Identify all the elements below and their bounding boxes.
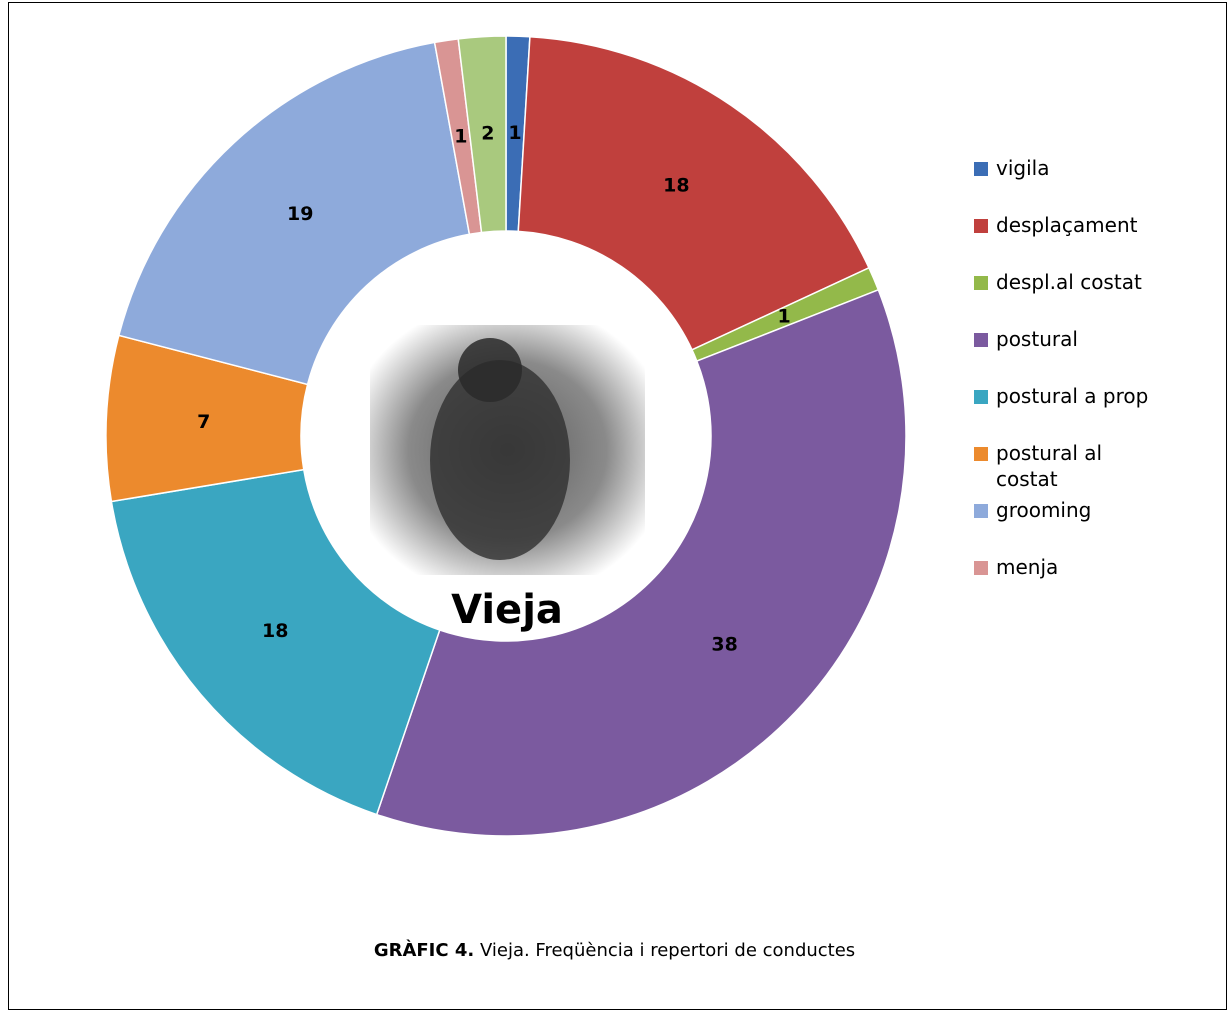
legend-swatch xyxy=(974,333,988,347)
legend-label: postural xyxy=(996,327,1078,351)
page: Vieja 1181381871912 vigiladesplaçamentde… xyxy=(0,0,1229,1012)
legend-entry: grooming xyxy=(972,497,1162,554)
legend-swatch xyxy=(974,162,988,176)
data-label: 7 xyxy=(197,411,210,433)
legend-entry: vigila xyxy=(972,155,1162,212)
data-label: 1 xyxy=(508,122,521,144)
legend-swatch xyxy=(974,219,988,233)
caption: GRÀFIC 4. Vieja. Freqüència i repertori … xyxy=(0,940,1229,961)
legend-swatch xyxy=(974,276,988,290)
legend-swatch xyxy=(974,561,988,575)
legend-label: grooming xyxy=(996,498,1091,522)
legend-swatch xyxy=(974,390,988,404)
legend-label: menja xyxy=(996,555,1058,579)
chimp-head xyxy=(458,338,522,402)
center-title: Vieja xyxy=(451,587,563,633)
legend-swatch xyxy=(974,447,988,461)
data-label: 2 xyxy=(481,123,494,145)
data-label: 38 xyxy=(711,634,737,656)
legend-entry: postural al costat xyxy=(972,440,1162,497)
data-label: 18 xyxy=(262,620,288,642)
data-label: 18 xyxy=(663,175,689,197)
legend-label: despl.al costat xyxy=(996,270,1142,294)
legend-entry: desplaçament xyxy=(972,212,1162,269)
legend-label: desplaçament xyxy=(996,213,1137,237)
data-label: 1 xyxy=(454,125,467,147)
data-label: 1 xyxy=(778,306,791,328)
legend-label: vigila xyxy=(996,156,1049,180)
legend-label: postural a prop xyxy=(996,384,1148,408)
legend-entry: postural a prop xyxy=(972,383,1162,440)
legend-label: postural al costat xyxy=(996,441,1102,491)
caption-text: Vieja. Freqüència i repertori de conduct… xyxy=(480,940,855,961)
legend-entry: menja xyxy=(972,554,1162,611)
legend: vigila desplaçament despl.al costat postura… xyxy=(972,155,1162,611)
legend-entry: postural xyxy=(972,326,1162,383)
data-label: 19 xyxy=(287,203,313,225)
legend-entry: despl.al costat xyxy=(972,269,1162,326)
legend-swatch xyxy=(974,504,988,518)
caption-label: GRÀFIC 4. xyxy=(374,940,474,961)
